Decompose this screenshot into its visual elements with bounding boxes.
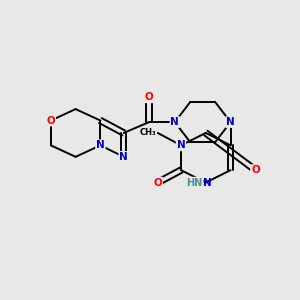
Text: N: N — [177, 140, 185, 150]
Text: O: O — [46, 116, 55, 126]
Text: CH₃: CH₃ — [140, 128, 156, 137]
Text: N: N — [203, 178, 212, 188]
Text: O: O — [145, 92, 153, 102]
Text: N: N — [119, 152, 128, 162]
Text: O: O — [251, 165, 260, 175]
Text: O: O — [153, 178, 162, 188]
Text: N: N — [170, 117, 179, 127]
Text: HN: HN — [186, 178, 203, 188]
Text: N: N — [96, 140, 105, 150]
Text: N: N — [226, 117, 235, 127]
